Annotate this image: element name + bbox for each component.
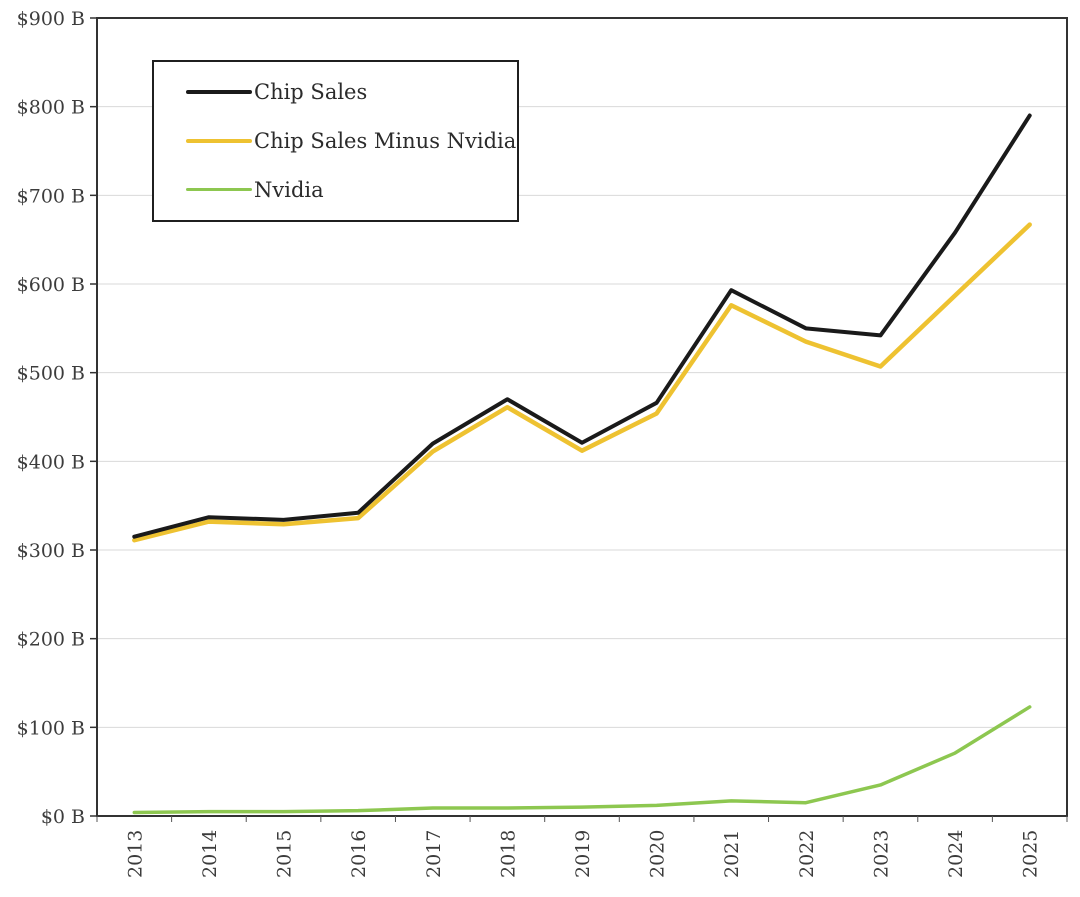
x-axis-label: 2018 xyxy=(497,830,519,878)
series-line-chip-sales xyxy=(132,113,1032,539)
chip-sales-minus-nvidia-line-swatch xyxy=(186,138,252,144)
legend-label: Nvidia xyxy=(254,177,324,202)
x-axis-label: 2025 xyxy=(1020,830,1042,878)
legend-label: Chip Sales Minus Nvidia xyxy=(254,128,517,153)
nvidia-line-swatch xyxy=(186,187,252,192)
x-axis-label: 2020 xyxy=(647,830,669,878)
legend-label: Chip Sales xyxy=(254,80,368,105)
chip-sales-line-swatch xyxy=(186,90,252,95)
x-axis-label: 2022 xyxy=(796,830,818,878)
legend-item-chip-sales: Chip Sales xyxy=(186,80,517,104)
plot-frame xyxy=(96,17,1068,817)
y-axis-label: $100 B xyxy=(17,717,85,739)
x-axis-label: 2024 xyxy=(945,830,967,878)
x-axis-label: 2013 xyxy=(124,830,146,878)
x-axis-label: 2015 xyxy=(274,830,296,878)
legend-item-nvidia: Nvidia xyxy=(186,178,517,202)
series-line-nvidia xyxy=(132,705,1032,815)
x-axis-label: 2014 xyxy=(199,830,221,878)
y-axis-label: $300 B xyxy=(17,540,85,562)
y-axis-label: $0 B xyxy=(41,806,85,828)
y-axis-label: $900 B xyxy=(17,8,85,30)
x-axis-label: 2021 xyxy=(721,830,743,878)
x-axis-label: 2019 xyxy=(572,830,594,878)
legend-item-chip-sales-minus-nvidia: Chip Sales Minus Nvidia xyxy=(186,129,517,153)
y-axis-label: $600 B xyxy=(17,274,85,296)
x-axis-label: 2016 xyxy=(348,830,370,878)
y-axis-label: $500 B xyxy=(17,363,85,385)
y-axis-label: $400 B xyxy=(17,451,85,473)
y-axis-label: $200 B xyxy=(17,629,85,651)
chart-legend: Chip Sales Chip Sales Minus Nvidia Nvidi… xyxy=(152,60,519,222)
series-line-chip-sales-minus-nvidia xyxy=(132,222,1032,543)
x-axis-label: 2017 xyxy=(423,830,445,878)
y-axis-label: $800 B xyxy=(17,97,85,119)
y-axis-label: $700 B xyxy=(17,185,85,207)
x-axis-label: 2023 xyxy=(870,830,892,878)
